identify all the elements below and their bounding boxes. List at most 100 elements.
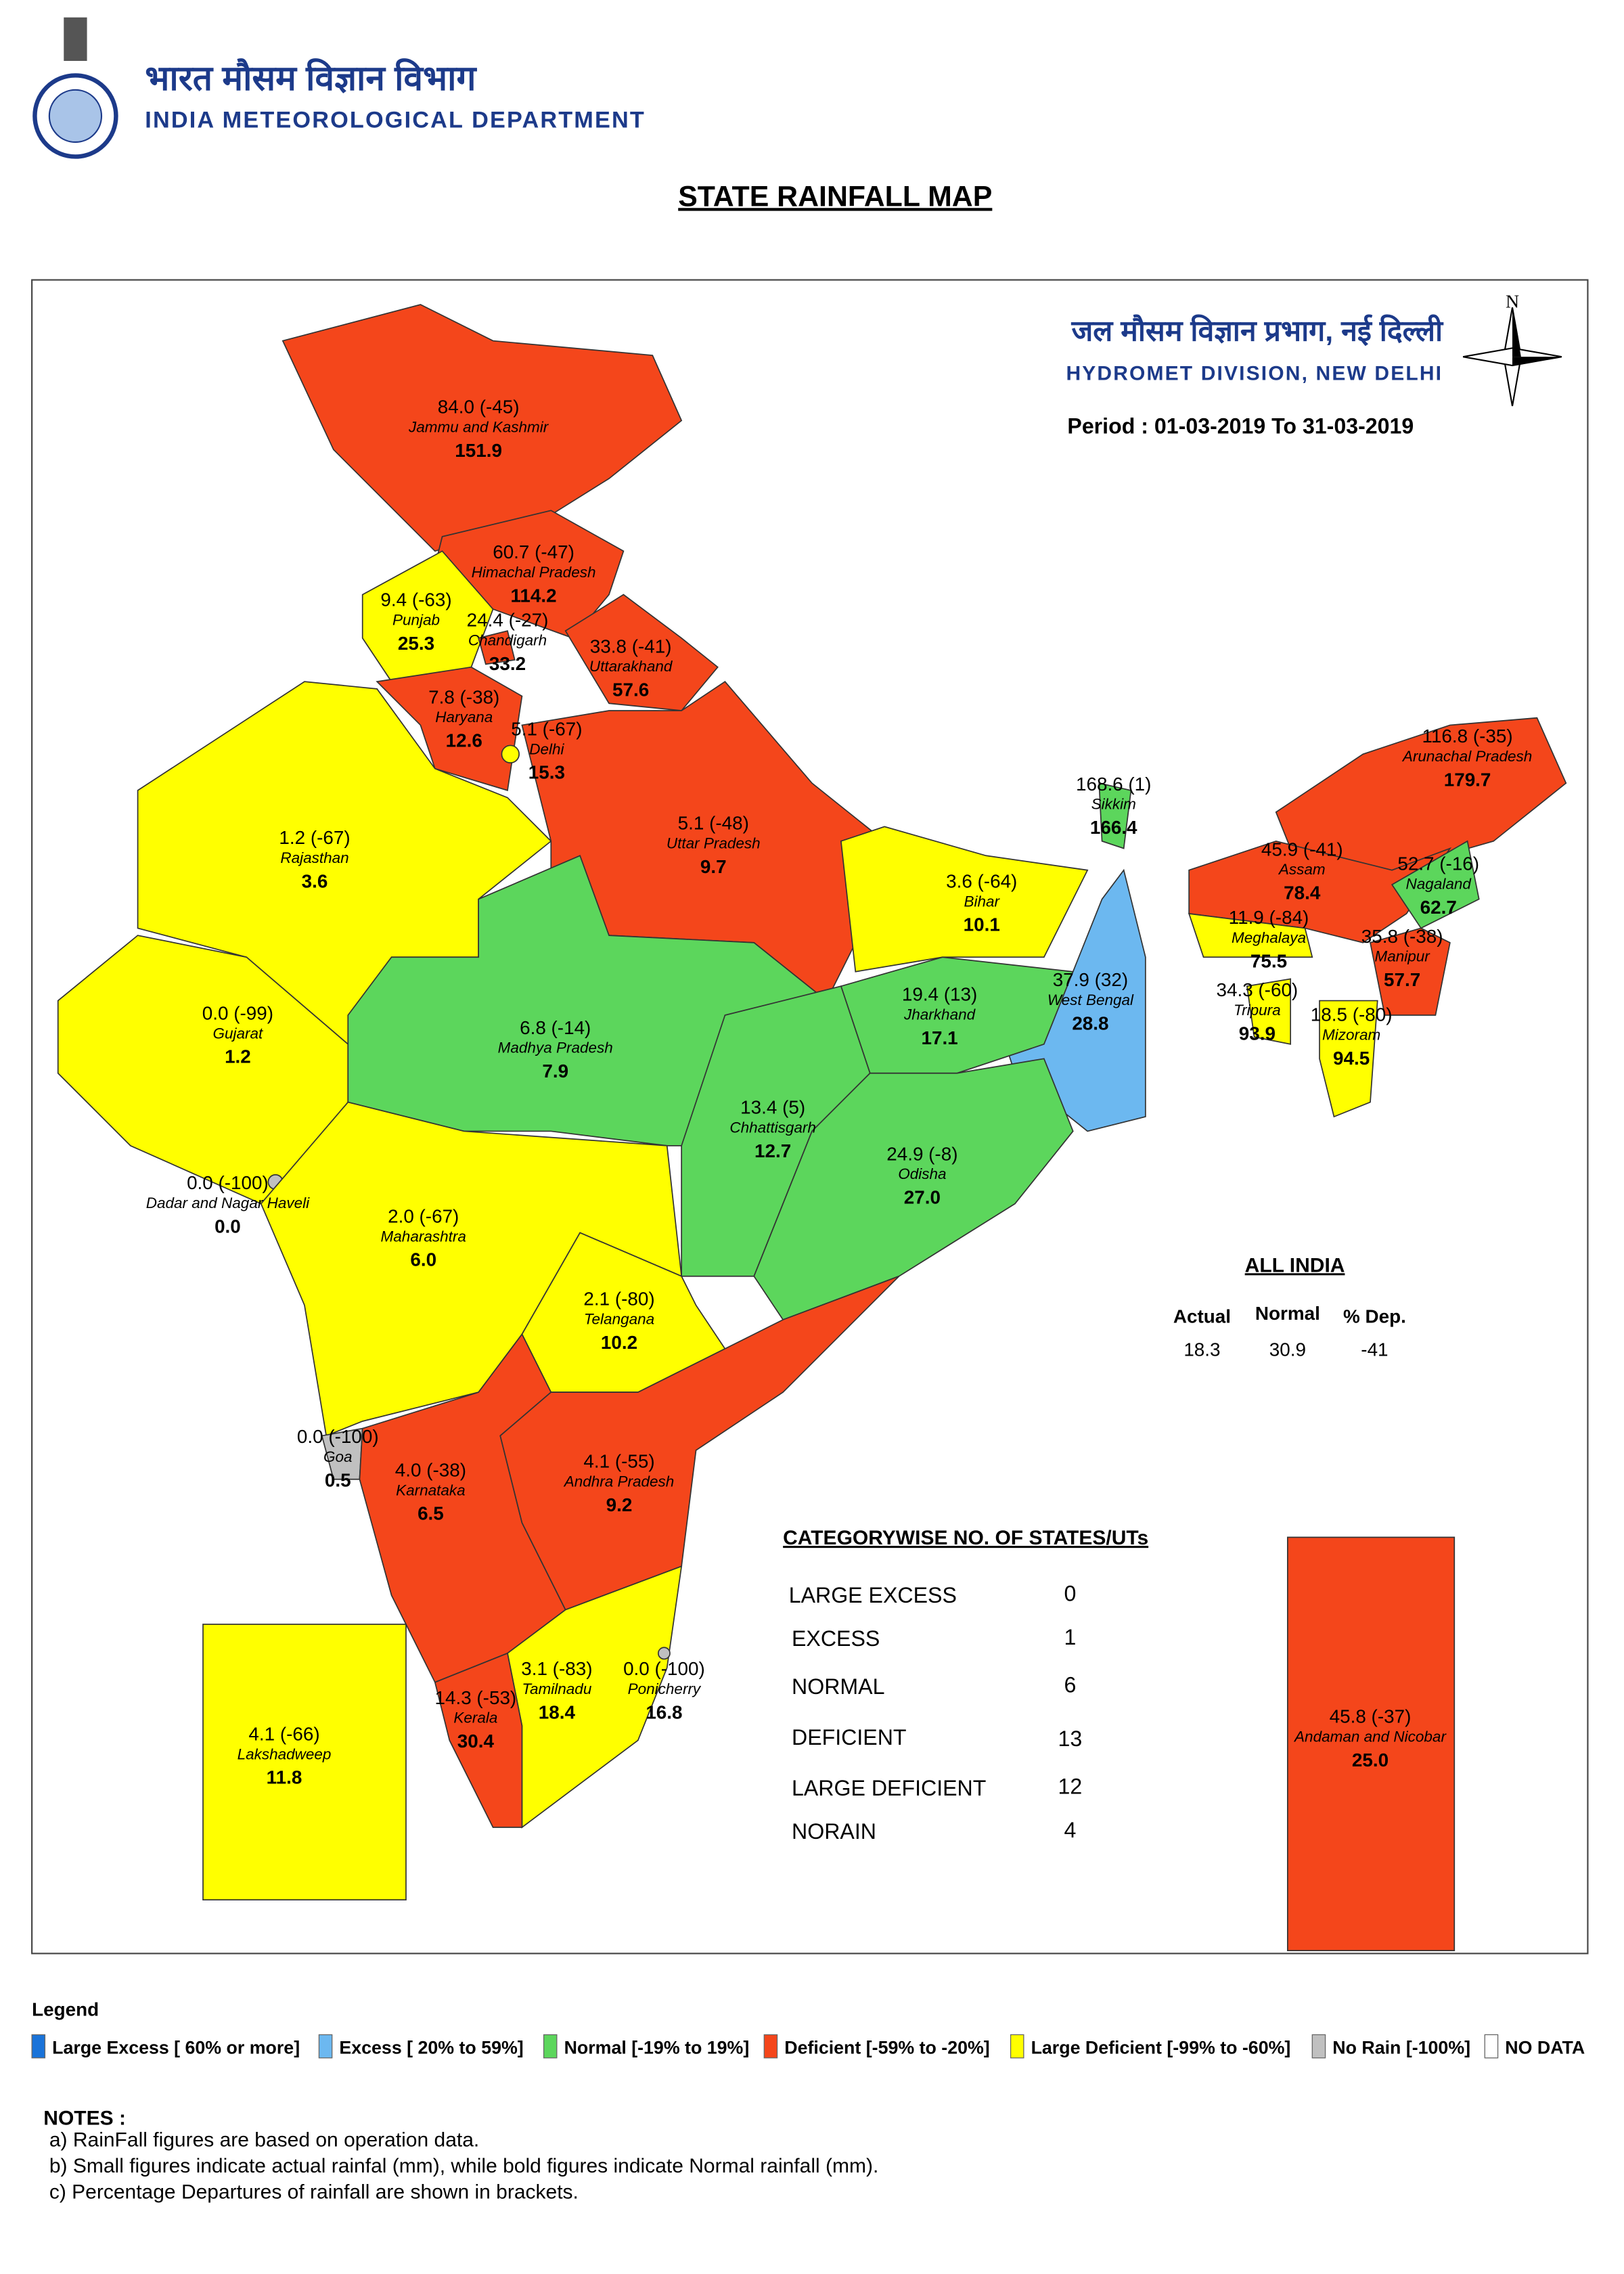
state-normal: 9.7 [700, 856, 727, 877]
state-name: Odisha [898, 1165, 946, 1182]
state-normal: 57.7 [1384, 969, 1420, 990]
category-label: DEFICIENT [792, 1725, 907, 1749]
state-name: Rajasthan [280, 849, 348, 866]
state-name: Nagaland [1406, 876, 1472, 893]
state-normal: 166.4 [1090, 817, 1137, 838]
legend-label: Excess [ 20% to 59%] [339, 2037, 523, 2057]
state-region [1286, 1536, 1456, 1951]
compass [1462, 307, 1562, 407]
state-name: Sikkim [1091, 796, 1136, 813]
state-normal: 12.7 [754, 1140, 791, 1161]
category-count: 1 [1064, 1625, 1076, 1649]
state-normal: 94.5 [1333, 1048, 1370, 1069]
state-normal: 3.6 [302, 870, 328, 891]
state-name: Bihar [964, 893, 1000, 910]
category-count: 4 [1064, 1818, 1076, 1842]
state-name: Maharashtra [381, 1228, 466, 1245]
state-region [478, 630, 516, 665]
state-normal: 12.6 [446, 730, 482, 751]
state-region [1391, 840, 1480, 929]
state-normal: 25.3 [398, 633, 434, 654]
state-name: Ponicherry [628, 1680, 702, 1697]
division-hindi: जल मौसम विज्ञान प्रभाग, नई दिल्ली [1070, 314, 1444, 348]
all-india-value: 30.9 [1269, 1339, 1306, 1360]
state-name: Andhra Pradesh [563, 1473, 675, 1490]
category-count: 12 [1058, 1775, 1083, 1799]
state-name: Jharkhand [903, 1006, 976, 1023]
state-figures: 3.1 (-83) [521, 1658, 592, 1679]
legend-title: Legend [32, 1999, 99, 2020]
state-figures: 3.6 (-64) [946, 870, 1017, 891]
state-normal: 27.0 [904, 1187, 941, 1208]
state-normal: 17.1 [921, 1027, 957, 1048]
state-normal: 28.8 [1072, 1012, 1108, 1033]
legend-label: Large Excess [ 60% or more] [52, 2037, 300, 2057]
state-figures: 19.4 (13) [902, 984, 977, 1005]
legend-label: Large Deficient [-99% to -60%] [1031, 2037, 1291, 2057]
category-label: NORAIN [792, 1819, 876, 1844]
legend-label: No Rain [-100%] [1332, 2037, 1470, 2057]
state-figures: 14.3 (-53) [434, 1687, 516, 1708]
state-name: Chhattisgarh [729, 1119, 816, 1136]
state-figures: 116.8 (-35) [1422, 726, 1513, 746]
title: STATE RAINFALL MAP [678, 180, 992, 213]
state-region [564, 594, 719, 711]
state-figures: 6.8 (-14) [520, 1017, 591, 1038]
state-normal: 33.2 [489, 653, 526, 674]
state-name: Tamilnadu [522, 1680, 591, 1697]
all-india-table: Actual 18.3 Normal 30.9 % Dep. -41 [1173, 1303, 1406, 1360]
state-figures: 2.0 (-67) [388, 1205, 459, 1226]
state-figures: 34.3 (-60) [1216, 979, 1298, 1000]
state-region [1319, 1000, 1378, 1118]
state-name: Himachal Pradesh [472, 564, 596, 581]
state-name: Arunachal Pradesh [1401, 748, 1532, 765]
state-region [1098, 782, 1132, 849]
state-name: Assam [1278, 861, 1326, 878]
state-figures: 4.1 (-55) [583, 1451, 654, 1472]
state-name: Uttarakhand [589, 658, 673, 675]
legend: Large Excess [ 60% or more] Excess [ 20% … [31, 2034, 1585, 2059]
state-figures: 5.1 (-48) [678, 813, 749, 834]
state-figures: 9.4 (-63) [380, 589, 451, 610]
note: b) Small figures indicate actual rainfal… [49, 2155, 878, 2177]
state-normal: 0.5 [325, 1469, 351, 1490]
state-normal: 25.0 [1352, 1749, 1389, 1770]
state-name: Telangana [584, 1310, 654, 1327]
state-normal: 179.7 [1444, 769, 1491, 790]
category-label: EXCESS [792, 1626, 880, 1651]
state-figures: 84.0 (-45) [438, 397, 520, 418]
state-figures: 60.7 (-47) [493, 541, 574, 562]
state-name: Kerala [453, 1710, 497, 1726]
state-name: Meghalaya [1232, 929, 1306, 946]
legend-swatch [763, 2034, 778, 2059]
legend-swatch [31, 2034, 46, 2059]
state-name: Uttar Pradesh [667, 835, 761, 852]
state-region [840, 826, 1089, 973]
state-normal: 75.5 [1250, 950, 1287, 971]
notes: a) RainFall figures are based on operati… [49, 2128, 878, 2203]
note: c) Percentage Departures of rainfall are… [49, 2181, 579, 2204]
state-figures: 5.1 (-67) [511, 718, 582, 739]
state-normal: 10.1 [964, 914, 1000, 935]
state-region [501, 744, 520, 763]
category-label: LARGE DEFICIENT [792, 1776, 986, 1800]
all-india-heading: ALL INDIA [1245, 1254, 1345, 1276]
categorywise-heading: CATEGORYWISE NO. OF STATES/UTs [783, 1527, 1148, 1549]
state-region [202, 1624, 407, 1900]
state-region [281, 304, 683, 552]
state-figures: 0.0 (-100) [297, 1426, 379, 1447]
state-region [753, 1058, 1074, 1321]
state-normal: 7.9 [542, 1061, 568, 1082]
state-name: Lakshadweep [238, 1745, 332, 1762]
state-figures: 45.9 (-41) [1261, 839, 1343, 860]
compass-label: N [1506, 291, 1519, 312]
state-normal: 10.2 [601, 1332, 637, 1353]
state-name: Chandigarh [468, 632, 547, 649]
all-india-column: Normal [1255, 1303, 1320, 1324]
state-name: Haryana [435, 709, 493, 726]
state-normal: 15.3 [528, 762, 565, 783]
legend-swatch [1311, 2034, 1326, 2059]
state-shapes [57, 304, 1567, 1951]
state-name: Tripura [1234, 1002, 1281, 1019]
